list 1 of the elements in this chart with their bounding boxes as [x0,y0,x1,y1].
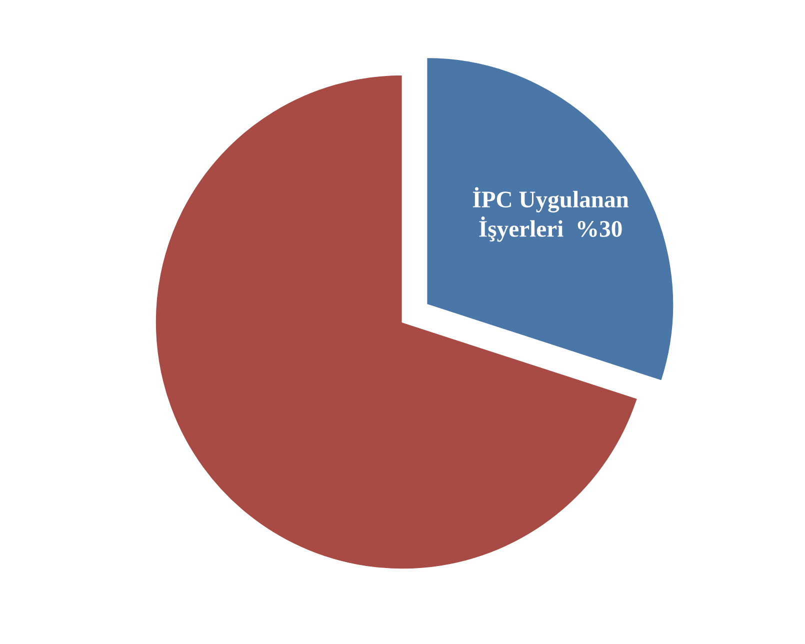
slice-label: İPC Uygulanan İşyerleri %30 [472,187,629,242]
